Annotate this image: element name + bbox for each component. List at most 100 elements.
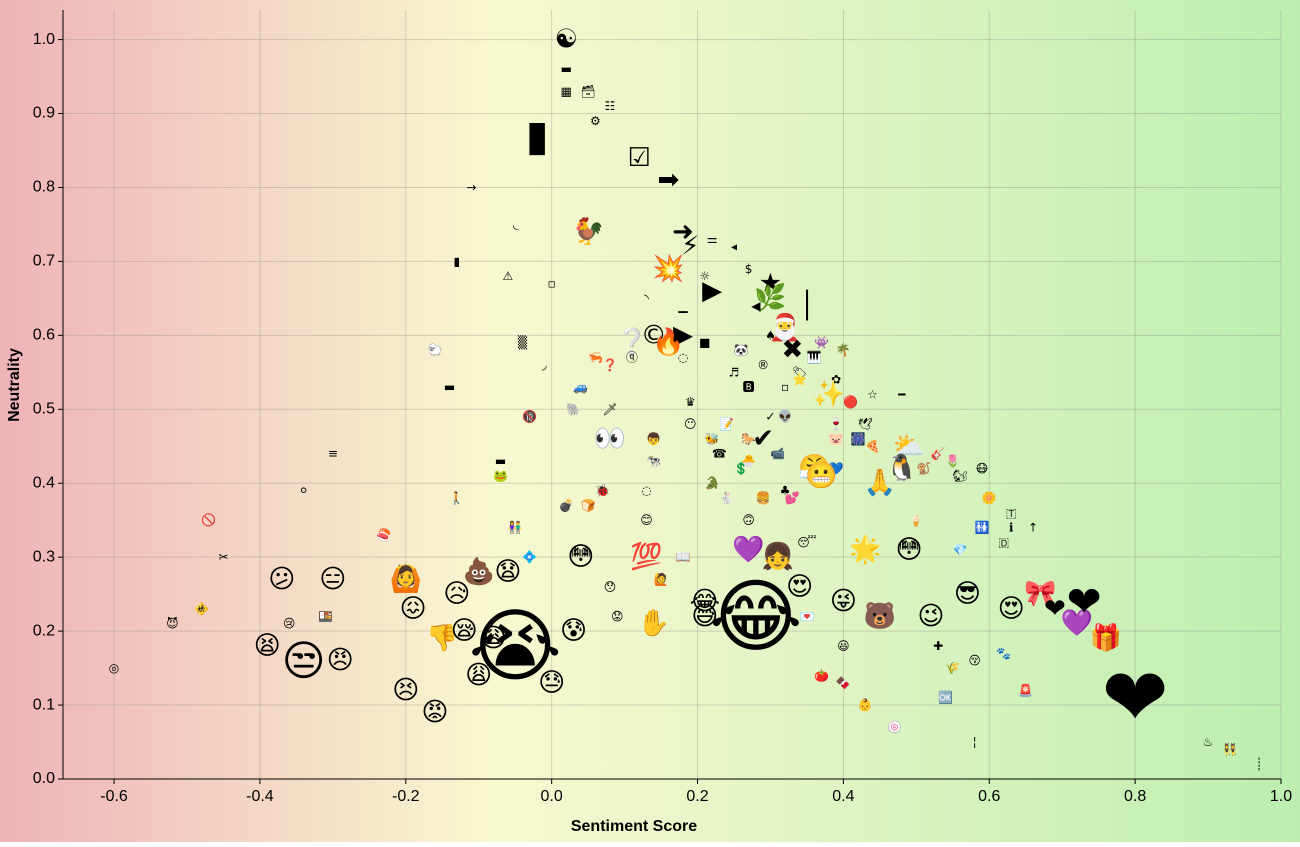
- emoji-point: 🌴: [836, 343, 851, 357]
- emoji-point: 🐞: [595, 484, 610, 498]
- x-tick-label: -0.6: [100, 788, 128, 805]
- emoji-point: 😜: [830, 587, 857, 617]
- emoji-point: ◟: [513, 217, 518, 231]
- emoji-point: ❓: [603, 358, 618, 372]
- emoji-point: 🍣: [376, 527, 391, 542]
- emoji-point: 🐑: [427, 342, 442, 357]
- tick-labels: -0.6 -0.4 -0.2 0.0 0.2 0.4 0.6 0.8 1.0 0.0 0.1 0.2 0…: [33, 31, 1292, 805]
- x-tick-label: 0.4: [832, 788, 854, 805]
- emoji-point: 🍥: [887, 720, 902, 734]
- emoji-point: 🚻: [974, 521, 989, 535]
- emoji-point: ◂: [731, 240, 737, 254]
- emoji-point: 😈: [166, 617, 179, 631]
- emoji-point: ⚌: [707, 232, 718, 246]
- x-axis-title: Sentiment Score: [571, 818, 697, 835]
- emoji-point: 🐒: [916, 461, 931, 475]
- emoji-point: 📝: [719, 417, 734, 431]
- emoji-point: ◞: [542, 358, 547, 372]
- emoji-point: 😤: [798, 453, 830, 483]
- y-tick-label: 0.9: [33, 105, 55, 122]
- emoji-point: ≡: [328, 447, 338, 461]
- x-tick-label: 0.6: [978, 788, 1000, 805]
- emoji-point: ®: [757, 358, 769, 372]
- emoji-point: 😠: [327, 646, 354, 676]
- emoji-point: ⚙: [590, 114, 601, 128]
- emoji-point: ↑: [1028, 521, 1038, 535]
- emoji-point: ▦: [561, 84, 572, 98]
- emoji-point: ▫: [781, 380, 789, 394]
- emoji-point: 🍷: [829, 417, 844, 431]
- emoji-point: ⚡: [681, 232, 699, 262]
- emoji-point: 😅: [691, 601, 718, 631]
- emoji-point: ┊: [1256, 757, 1263, 771]
- emoji-point: 💎: [953, 543, 968, 557]
- emoji-point: →: [466, 180, 476, 194]
- emoji-point: 😡: [421, 697, 448, 727]
- y-tick-label: 0.8: [33, 179, 55, 196]
- emoji-point: 💕: [785, 491, 800, 505]
- emoji-point: 🔞: [522, 410, 537, 424]
- emoji-point: ■: [699, 336, 710, 350]
- emoji-point: 👶: [858, 698, 873, 712]
- emoji-point: ✨: [813, 380, 845, 410]
- emoji-point: ✋: [638, 608, 670, 639]
- emoji-point: ☷: [605, 99, 616, 113]
- emoji-point: 😉: [917, 601, 944, 631]
- emoji-point: ☎: [712, 447, 727, 461]
- emoji-point: ✔: [752, 424, 774, 454]
- emoji-point: ◌: [641, 484, 651, 498]
- emoji-point: 💥: [652, 253, 684, 284]
- emoji-point: 🔥: [652, 327, 684, 358]
- emoji-point: 😎: [954, 579, 981, 609]
- emoji-point: ✂: [218, 550, 228, 564]
- emoji-point: 😑: [319, 564, 346, 594]
- y-tick-label: 0.0: [33, 770, 55, 787]
- emoji-point: 😳: [895, 535, 922, 565]
- emoji-point: 🍞: [581, 498, 596, 512]
- emoji-point: 🙋: [654, 572, 669, 586]
- emoji-point: ✖: [781, 335, 803, 365]
- emoji-point: ☼: [699, 269, 710, 283]
- emoji-point: ▮: [526, 111, 549, 160]
- emoji-point: 🎁: [1090, 623, 1122, 654]
- emoji-point: 🍕: [865, 439, 880, 453]
- emoji-point: ⭐: [792, 373, 807, 387]
- emoji-point: 👽: [778, 409, 793, 424]
- emoji-point: 😳: [567, 542, 594, 572]
- emoji-point: ★: [759, 269, 782, 299]
- emoji-point: 🗃: [581, 84, 596, 98]
- emoji-point: 💣: [559, 498, 574, 513]
- emoji-point: 👀: [594, 424, 626, 454]
- emoji-point: 💯: [630, 541, 662, 572]
- emoji-point: 🍱: [318, 609, 333, 623]
- emoji-point: ◌: [678, 351, 688, 365]
- emoji-point: 😫: [254, 631, 281, 661]
- y-tick-label: 0.6: [33, 327, 55, 344]
- emoji-point: 🍦: [909, 513, 924, 527]
- emoji-point: ◝: [644, 291, 649, 305]
- x-tick-label: -0.4: [246, 788, 274, 805]
- emoji-point: 😪: [451, 616, 478, 646]
- emoji-point: 📹: [770, 447, 785, 461]
- emoji-point: ✿: [831, 373, 841, 387]
- emoji-point: 🦐: [588, 351, 603, 365]
- emoji-point: 💜: [732, 535, 765, 565]
- emoji-point: 💜: [1061, 609, 1094, 639]
- emoji-point: 😩: [465, 660, 492, 690]
- emoji-point: 😭: [468, 599, 561, 692]
- emoji-point: 💙: [829, 461, 844, 475]
- emoji-point: 😊: [640, 513, 653, 527]
- emoji-point: 😧: [494, 557, 521, 587]
- emoji-point: 😍: [998, 594, 1025, 624]
- emoji-point: 🐼: [734, 343, 749, 357]
- emoji-point: 🎸: [931, 447, 946, 461]
- emoji-point: 🐊: [705, 475, 720, 490]
- emoji-point: 📖: [675, 550, 690, 564]
- x-tick-label: 1.0: [1270, 788, 1292, 805]
- emoji-point: ❤: [1066, 577, 1101, 626]
- emoji-point: 🚙: [573, 380, 588, 394]
- y-tick-label: 1.0: [33, 31, 55, 48]
- emoji-point: 😂: [709, 570, 802, 663]
